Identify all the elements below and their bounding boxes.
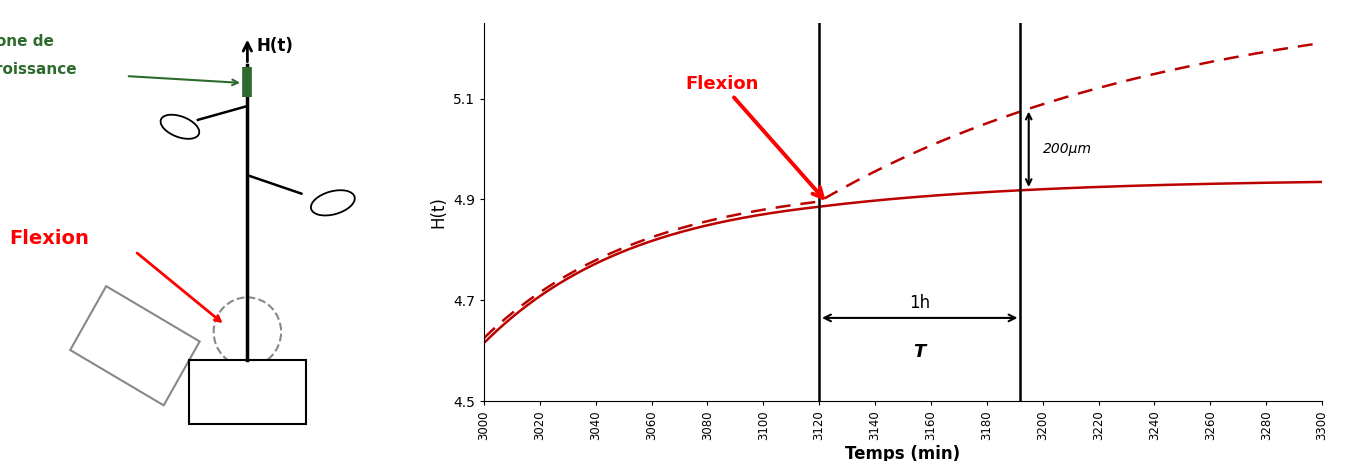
- Ellipse shape: [311, 190, 354, 215]
- Bar: [189, 360, 305, 424]
- Text: 200μm: 200μm: [1043, 142, 1092, 156]
- Circle shape: [214, 297, 281, 366]
- Text: T: T: [913, 343, 925, 361]
- Ellipse shape: [161, 115, 199, 139]
- Text: 1h: 1h: [909, 294, 931, 312]
- Y-axis label: H(t): H(t): [429, 196, 447, 228]
- Polygon shape: [71, 286, 199, 405]
- X-axis label: Temps (min): Temps (min): [845, 445, 961, 461]
- Text: croissance: croissance: [0, 62, 78, 77]
- Text: Flexion: Flexion: [10, 229, 89, 248]
- Text: Flexion: Flexion: [686, 75, 823, 198]
- Text: zone de: zone de: [0, 34, 53, 49]
- Text: H(t): H(t): [256, 37, 293, 55]
